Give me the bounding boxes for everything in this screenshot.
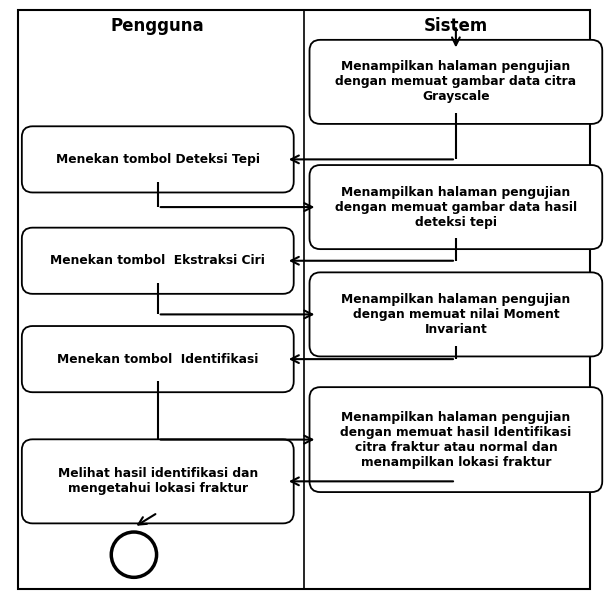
FancyBboxPatch shape [22,228,293,294]
Text: Menekan tombol  Identifikasi: Menekan tombol Identifikasi [57,353,259,365]
FancyBboxPatch shape [22,326,293,392]
FancyBboxPatch shape [22,439,293,524]
FancyBboxPatch shape [18,10,590,589]
FancyBboxPatch shape [309,387,602,492]
FancyBboxPatch shape [309,165,602,249]
FancyBboxPatch shape [22,126,293,192]
Text: Sistem: Sistem [424,17,488,35]
Text: Menekan tombol  Ekstraksi Ciri: Menekan tombol Ekstraksi Ciri [51,254,265,267]
Text: Menampilkan halaman pengujian
dengan memuat gambar data hasil
deteksi tepi: Menampilkan halaman pengujian dengan mem… [335,186,577,229]
Text: Melihat hasil identifikasi dan
mengetahui lokasi fraktur: Melihat hasil identifikasi dan mengetahu… [58,467,258,495]
Text: Menekan tombol Deteksi Tepi: Menekan tombol Deteksi Tepi [56,153,260,166]
FancyBboxPatch shape [309,273,602,356]
Text: Menampilkan halaman pengujian
dengan memuat nilai Moment
Invariant: Menampilkan halaman pengujian dengan mem… [341,293,570,336]
Text: Menampilkan halaman pengujian
dengan memuat hasil Identifikasi
citra fraktur ata: Menampilkan halaman pengujian dengan mem… [340,410,572,468]
Text: Pengguna: Pengguna [111,17,204,35]
FancyBboxPatch shape [309,40,602,124]
Text: Menampilkan halaman pengujian
dengan memuat gambar data citra
Grayscale: Menampilkan halaman pengujian dengan mem… [336,60,576,104]
